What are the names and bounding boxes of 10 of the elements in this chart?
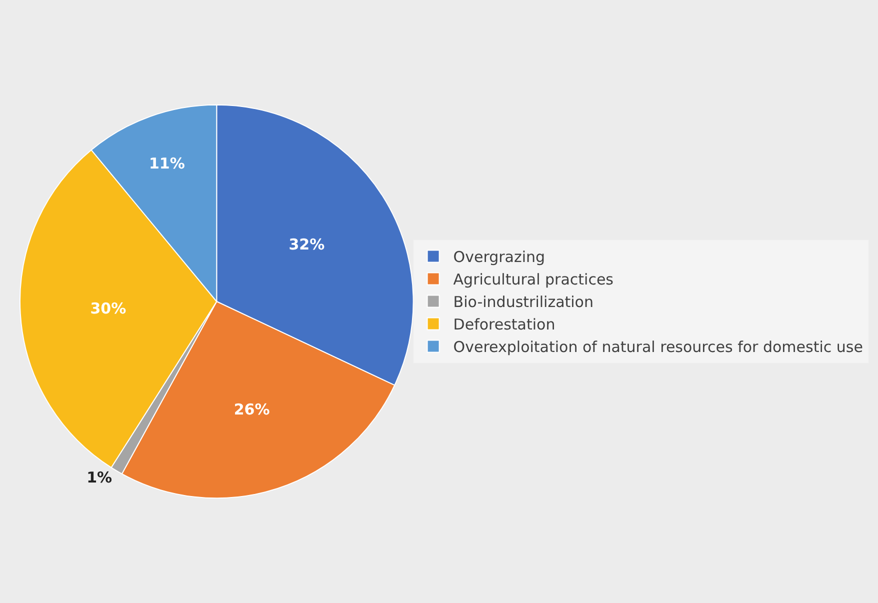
data-label: 32%	[288, 235, 325, 254]
data-label: 26%	[234, 400, 270, 419]
legend-label: Deforestation	[453, 316, 556, 334]
legend-label: Overgrazing	[453, 248, 546, 266]
legend-label: Overexploitation of natural resources for domestic use	[453, 338, 863, 356]
legend-label: Agricultural practices	[453, 270, 614, 289]
data-label: 1%	[86, 468, 112, 486]
data-label: 30%	[90, 299, 126, 318]
legend-label: Bio-industrilization	[453, 293, 594, 312]
data-label: 11%	[148, 154, 185, 172]
